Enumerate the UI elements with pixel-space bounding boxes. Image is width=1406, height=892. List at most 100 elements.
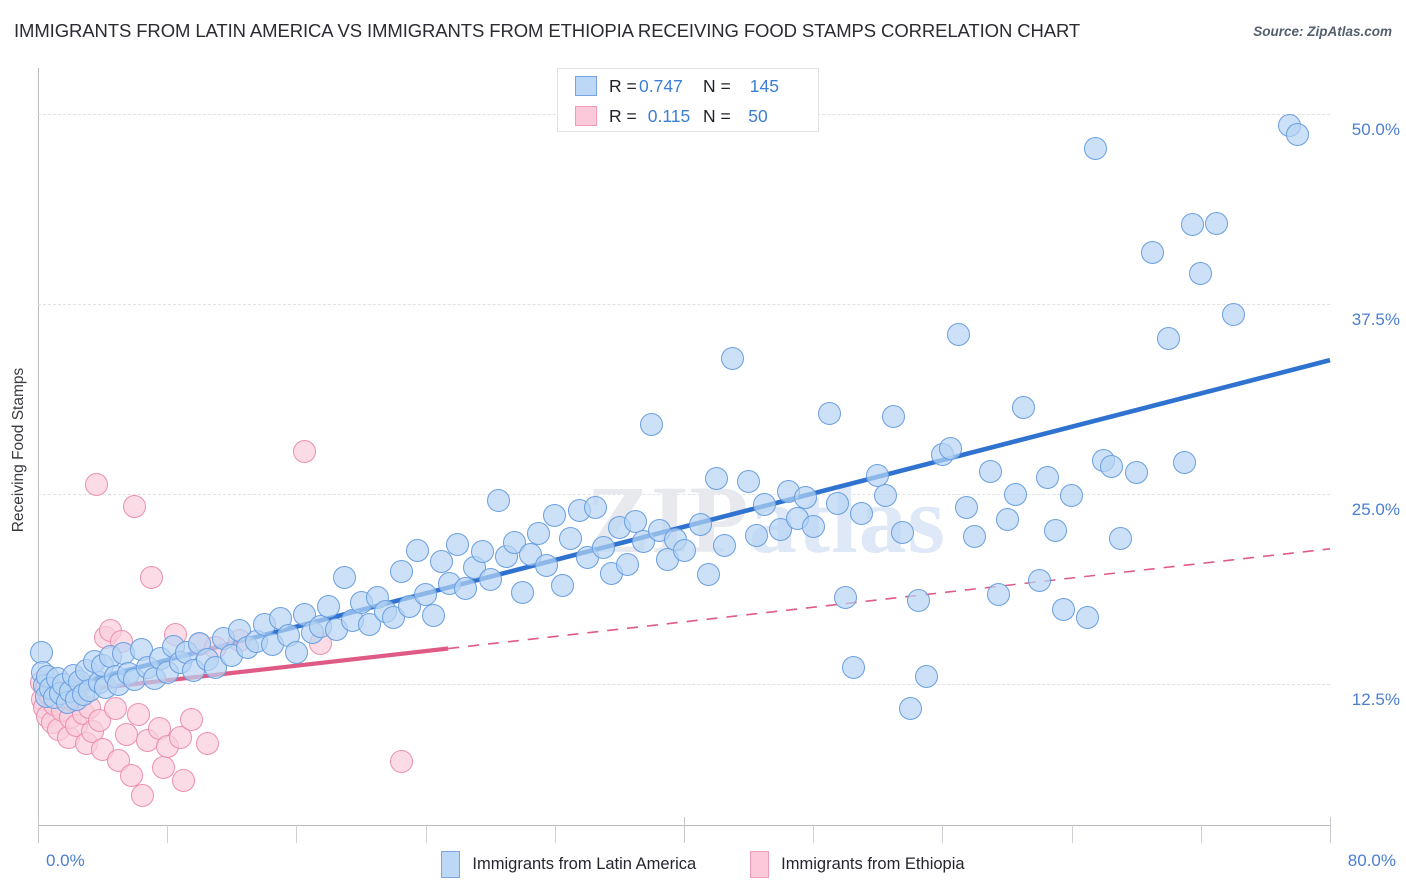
data-point-latin-america [333,566,357,590]
data-point-latin-america [1173,450,1197,474]
data-point-latin-america [914,665,938,689]
x-axis-tick-7 [942,825,944,843]
data-point-latin-america [1181,213,1205,237]
legend-label-latin-america: Immigrants from Latin America [472,854,697,873]
x-axis-max-label: 80.0% [1347,851,1396,870]
y-axis-title-text: Receiving Food Stamps [10,367,27,533]
data-point-latin-america [850,502,874,526]
scatter-plot-area: ZIPatlas [29,68,1331,825]
data-point-latin-america [753,493,777,517]
stats-n-value-pink: 50 [748,105,768,126]
x-axis-tick-8 [1071,825,1073,843]
legend-item-latin-america[interactable]: Immigrants from Latin America [441,850,697,878]
stats-r-value-pink: 0.115 [647,105,691,126]
data-point-latin-america [1035,465,1059,489]
x-axis-tick-10 [1330,817,1331,843]
data-point-latin-america [720,347,744,371]
data-point-latin-america [842,656,866,679]
x-axis-tick-3 [425,825,427,843]
data-point-ethiopia [120,764,144,788]
data-point-latin-america [793,485,817,509]
data-point-latin-america [1060,484,1084,508]
data-point-latin-america [470,540,494,564]
data-point-ethiopia [389,750,413,774]
data-point-latin-america [1108,526,1132,550]
data-point-latin-america [414,582,438,606]
data-point-latin-america [317,595,341,619]
series-legend: Immigrants from Latin America Immigrants… [0,848,1406,880]
data-point-latin-america [1003,482,1027,506]
data-point-latin-america [1124,461,1148,485]
data-point-latin-america [591,535,615,559]
x-axis-tick-6 [813,825,815,843]
trend-lines [37,357,1331,697]
data-point-latin-america [543,503,567,527]
y-axis-line [38,68,39,825]
data-point-latin-america [615,552,639,576]
gridline-37.5% [38,303,1330,305]
data-point-latin-america [712,534,736,558]
data-point-latin-america [696,563,720,587]
data-point-ethiopia [84,473,108,497]
y-axis-label-12.5%: 12.5% [1351,690,1400,710]
data-point-latin-america [583,496,607,520]
data-point-latin-america [825,491,849,515]
data-point-latin-america [938,436,962,460]
data-point-latin-america [688,512,712,536]
y-axis-label-25.0%: 25.0% [1351,500,1400,520]
stats-r-label-blue: R = [609,75,637,96]
data-point-latin-america [987,582,1011,606]
legend-swatch-latin-america [441,850,461,878]
data-point-latin-america [527,522,551,546]
data-point-ethiopia [123,494,147,518]
data-point-latin-america [979,459,1003,483]
data-point-latin-america [672,538,696,562]
data-point-latin-america [1189,261,1213,285]
correlation-stats-legend: R = 0.747 N = 145 R = 0.115 N = 50 [557,68,819,132]
legend-item-ethiopia[interactable]: Immigrants from Ethiopia [750,850,965,878]
x-axis-tick-1 [167,825,169,843]
data-point-latin-america [406,538,430,562]
data-point-ethiopia [196,732,220,756]
data-point-latin-america [890,520,914,544]
y-axis-label-37.5%: 37.5% [1351,309,1400,329]
data-point-latin-america [430,549,454,573]
data-point-latin-america [454,576,478,600]
data-point-latin-america [1286,123,1310,147]
y-axis-title: Receiving Food Stamps [8,350,30,550]
data-point-latin-america [1140,240,1164,264]
stats-row-ethiopia: R = 0.115 N = 50 [558,103,818,129]
x-axis-tick-2 [296,825,298,843]
stats-n-label-pink: N = [703,105,731,126]
source-attribution: Source: ZipAtlas.com [1253,24,1392,39]
x-axis-tick-4 [554,825,556,843]
data-point-ethiopia [126,703,150,727]
data-point-latin-america [551,573,575,597]
x-axis-tick-0 [38,817,39,843]
data-point-ethiopia [168,726,192,749]
stats-r-label-pink: R = [609,105,637,126]
data-point-latin-america [1100,455,1124,479]
x-axis-tick-9 [1200,825,1202,843]
data-point-latin-america [357,613,381,637]
data-point-latin-america [486,488,510,512]
stats-swatch-blue [575,76,597,96]
data-point-latin-america [446,532,470,556]
data-point-latin-america [640,412,664,436]
stats-row-latin-america: R = 0.747 N = 145 [558,73,818,99]
data-point-latin-america [1205,211,1229,235]
gridline-12.5% [38,684,1330,686]
data-point-latin-america [1043,519,1067,543]
data-point-latin-america [817,401,841,425]
data-point-latin-america [511,581,534,605]
data-point-ethiopia [139,566,163,590]
data-point-ethiopia [131,783,155,807]
data-point-latin-america [1076,605,1100,629]
legend-label-ethiopia: Immigrants from Ethiopia [781,854,965,873]
data-point-latin-america [1084,137,1108,161]
data-point-latin-america [963,525,987,549]
data-point-latin-america [955,496,979,520]
data-point-latin-america [874,484,898,508]
data-point-latin-america [745,523,769,547]
x-axis-tick-5 [684,817,685,843]
